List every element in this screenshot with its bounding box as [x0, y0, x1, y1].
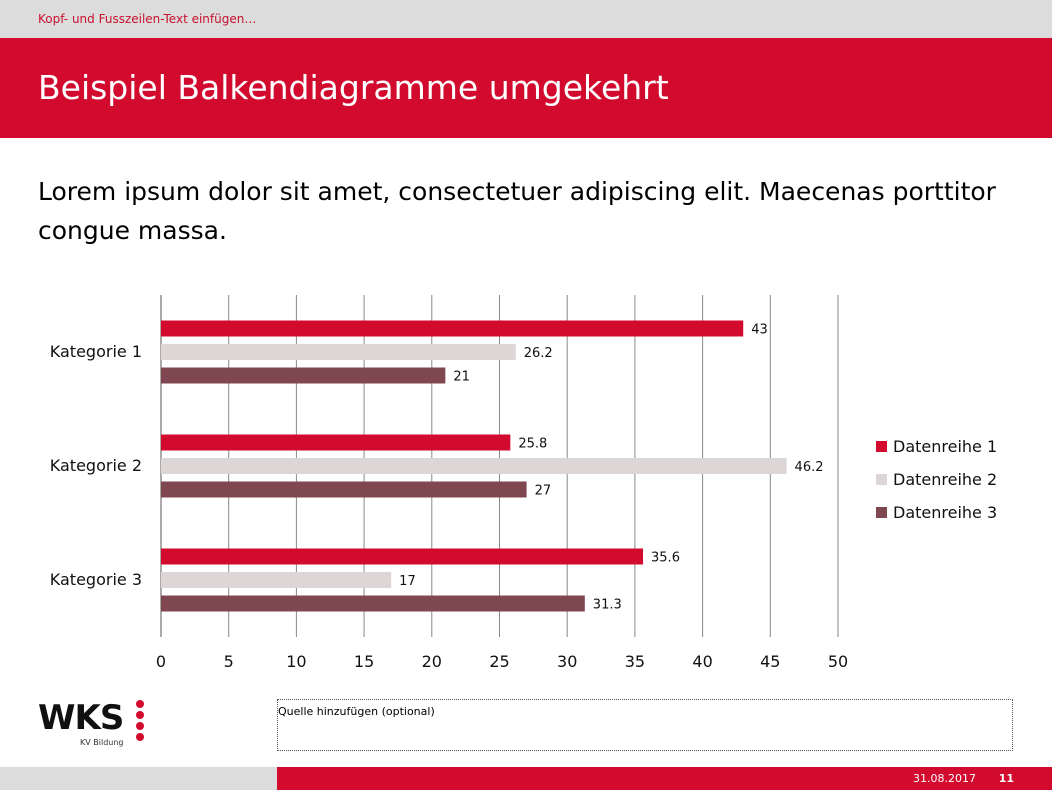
data-label: 17 [399, 574, 416, 589]
wks-logo: WKS KV Bildung [38, 698, 158, 753]
bar [161, 320, 744, 337]
legend-swatch [876, 507, 887, 518]
data-label: 46.2 [795, 460, 824, 475]
footer-right-bar: 31.08.2017 11 [277, 767, 1052, 790]
bar [161, 344, 516, 360]
x-tick-label: 45 [760, 652, 780, 671]
bar [161, 434, 511, 451]
page-number: 11 [998, 772, 1014, 785]
footer-date: 31.08.2017 [913, 772, 976, 785]
title-bar: Beispiel Balkendiagramme umgekehrt [0, 38, 1052, 138]
bar-chart: 0 5 10 15 20 25 30 35 40 45 50 Kategorie 1 43 26.2 21 K… [50, 295, 997, 671]
data-label: 27 [535, 484, 552, 499]
header-text[interactable]: Kopf- und Fusszeilen-Text einfügen… [38, 12, 257, 26]
legend-swatch [876, 474, 887, 485]
footer-left-bar [0, 767, 277, 790]
data-label: 43 [751, 323, 768, 338]
body-text[interactable]: Lorem ipsum dolor sit amet, consectetuer… [38, 177, 996, 245]
x-tick-label: 15 [354, 652, 374, 671]
data-label: 25.8 [518, 437, 547, 452]
category-label: Kategorie 2 [50, 456, 142, 475]
logo-subtext: KV Bildung [80, 738, 124, 747]
bar [161, 458, 787, 474]
x-tick-label: 20 [422, 652, 442, 671]
x-tick-label: 30 [557, 652, 577, 671]
legend-swatch [876, 441, 887, 452]
legend-label: Datenreihe 3 [893, 503, 997, 522]
logo-text: WKS [38, 698, 124, 738]
x-tick-label: 5 [224, 652, 234, 671]
logo-dots-icon [136, 700, 144, 744]
x-tick-label: 35 [625, 652, 645, 671]
x-tick-label: 40 [692, 652, 712, 671]
bar [161, 548, 644, 565]
bar [161, 595, 585, 612]
x-tick-label: 0 [156, 652, 166, 671]
source-placeholder-box[interactable]: Quelle hinzufügen (optional) [277, 699, 1013, 751]
slide-title[interactable]: Beispiel Balkendiagramme umgekehrt [38, 68, 669, 107]
bar [161, 572, 392, 588]
header-bar: Kopf- und Fusszeilen-Text einfügen… [0, 0, 1052, 38]
x-tick-label: 10 [286, 652, 306, 671]
category-label: Kategorie 1 [50, 342, 142, 361]
data-label: 35.6 [651, 551, 680, 566]
data-label: 31.3 [593, 598, 622, 613]
x-tick-label: 25 [489, 652, 509, 671]
bar [161, 367, 446, 384]
category-label: Kategorie 3 [50, 570, 142, 589]
legend-label: Datenreihe 2 [893, 470, 997, 489]
legend-label: Datenreihe 1 [893, 437, 997, 456]
data-label: 21 [453, 370, 470, 385]
x-tick-label: 50 [828, 652, 848, 671]
source-placeholder-text[interactable]: Quelle hinzufügen (optional) [278, 705, 435, 718]
bar [161, 481, 527, 498]
data-label: 26.2 [524, 346, 553, 361]
